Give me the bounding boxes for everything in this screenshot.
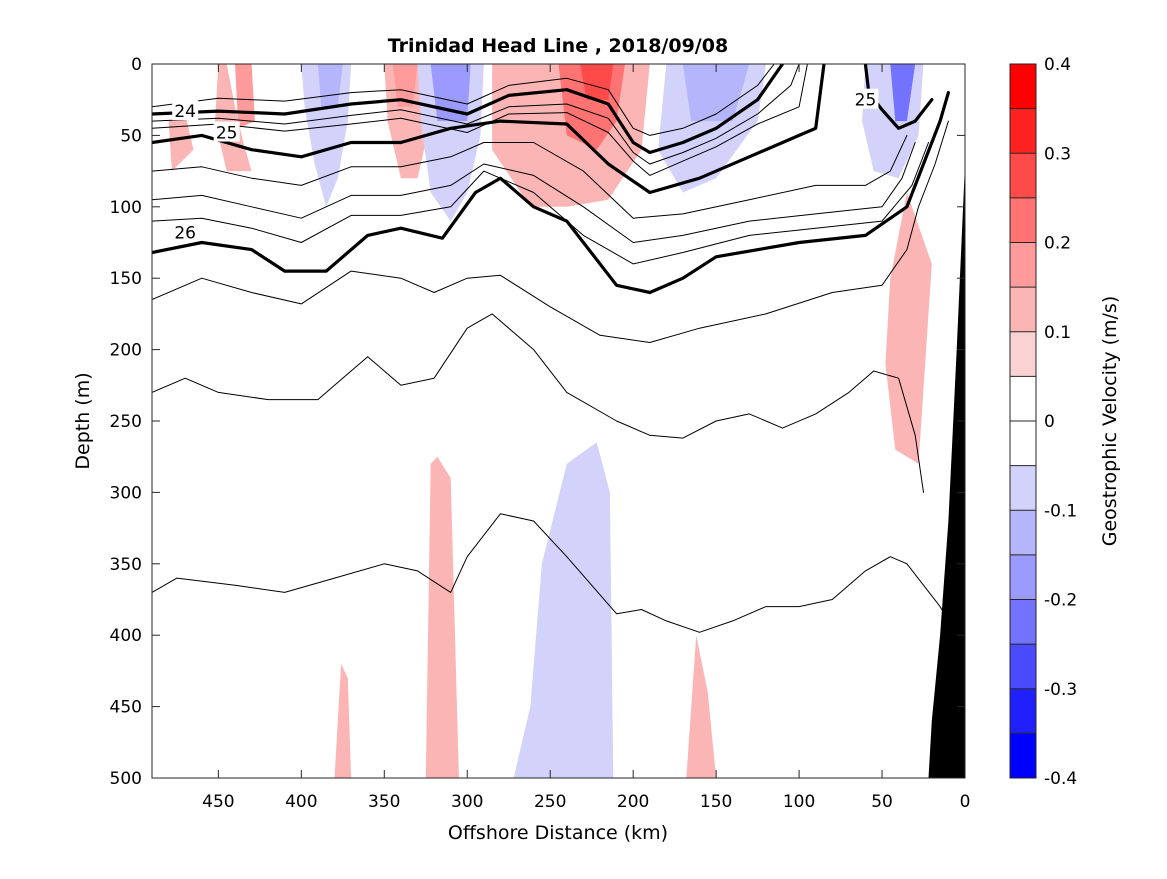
colorbar-tick-label: -0.1	[1044, 501, 1077, 521]
y-tick-label: 400	[110, 626, 142, 646]
velocity-patch-positive	[686, 635, 717, 778]
x-tick-label: 450	[202, 792, 234, 812]
x-tick-label: 200	[617, 792, 649, 812]
y-tick-label: 500	[110, 769, 142, 789]
x-tick-label: 350	[368, 792, 400, 812]
contour-label: 26	[174, 224, 196, 244]
isopycnal-line-bold	[152, 64, 826, 195]
colorbar: 0.4 0.3 0.2 0.1 0 -0.1 -0.2 -0.3 -0.4	[1009, 55, 1077, 789]
x-tick-label: 100	[783, 792, 815, 812]
colorbar-segment	[1010, 153, 1036, 198]
y-tick-label: 150	[110, 269, 142, 289]
plot-area: 24 25 25 26	[151, 63, 966, 779]
velocity-patch-positive	[392, 64, 418, 107]
colorbar-segment	[1010, 733, 1036, 778]
contour-label-background	[172, 100, 199, 121]
bathymetry	[928, 164, 965, 778]
y-axis-label: Depth (m)	[72, 372, 94, 469]
x-tick-label: 50	[871, 792, 893, 812]
y-tick-label: 250	[110, 412, 142, 432]
x-tick-label: 0	[960, 792, 971, 812]
velocity-patch-positive	[580, 64, 614, 100]
colorbar-tick-label: 0.4	[1044, 55, 1071, 75]
colorbar-tick-label: -0.2	[1044, 591, 1077, 611]
velocity-patch-positive	[168, 114, 194, 172]
x-tick-label: 400	[285, 792, 317, 812]
colorbar-label: Geostrophic Velocity (m/s)	[1099, 296, 1121, 546]
isopycnal-line-bold	[152, 91, 950, 295]
colorbar-segment	[1010, 376, 1036, 421]
velocity-patch-positive	[425, 456, 459, 778]
y-tick-label: 200	[110, 341, 142, 361]
colorbar-segment	[1010, 510, 1036, 555]
x-tick-label: 150	[700, 792, 732, 812]
colorbar-tick-label: 0.2	[1044, 234, 1071, 254]
y-tick-label: 100	[110, 198, 142, 218]
contour-label: 25	[855, 91, 877, 111]
y-tick-label: 0	[131, 55, 142, 75]
y-tick-label: 350	[110, 555, 142, 575]
colorbar-segment	[1010, 64, 1036, 109]
seafloor-shelf	[928, 164, 965, 778]
colorbar-segment	[1010, 197, 1036, 243]
isopycnal-contours: 24 25 25 26	[152, 64, 950, 633]
colorbar-segment	[1010, 242, 1036, 288]
y-tick-label: 450	[110, 698, 142, 718]
contour-label-background	[213, 121, 240, 142]
velocity-patch-negative	[890, 64, 916, 122]
velocity-patch-positive	[235, 64, 255, 129]
y-tick-label: 50	[120, 126, 142, 146]
isopycnal-line	[152, 134, 908, 219]
velocity-patch-positive	[885, 192, 932, 464]
x-tick-label: 250	[534, 792, 566, 812]
isopycnal-line-bold	[152, 64, 785, 155]
contour-label: 25	[216, 124, 238, 144]
colorbar-tick-label: -0.4	[1044, 769, 1077, 789]
x-axis-label: Offshore Distance (km)	[448, 822, 668, 844]
colorbar-tick-label: 0.1	[1044, 323, 1071, 343]
chart-title: Trinidad Head Line , 2018/09/08	[388, 35, 728, 57]
isopycnal-line	[152, 313, 924, 493]
colorbar-segment	[1010, 554, 1036, 600]
velocity-patch-positive	[334, 663, 352, 778]
isopycnal-line	[152, 64, 775, 136]
colorbar-segment	[1010, 465, 1036, 511]
colorbar-tick-label: -0.3	[1044, 680, 1077, 700]
colorbar-segment	[1010, 688, 1036, 734]
y-tick-label: 300	[110, 483, 142, 503]
contour-label: 24	[174, 102, 196, 122]
isopycnal-line	[152, 64, 808, 176]
x-tick-label: 300	[451, 792, 483, 812]
isopycnal-line-bold	[863, 64, 934, 130]
contour-label-background	[852, 88, 879, 109]
isopycnal-line	[152, 120, 949, 343]
isopycnal-line	[152, 64, 800, 165]
colorbar-segment	[1010, 331, 1036, 377]
contour-label-background	[172, 221, 199, 242]
isopycnal-line	[152, 142, 929, 265]
y-axis: 0 50 100 150 200 250 300 350 400 450 500	[110, 55, 965, 789]
colorbar-segment	[1010, 599, 1036, 645]
velocity-patch-positive	[384, 64, 431, 179]
colorbar-segment	[1010, 287, 1036, 332]
velocity-patch-negative	[682, 64, 750, 122]
x-axis: 450 400 350 300 250 200 150 100 50 0	[202, 64, 970, 812]
colorbar-frame	[1009, 63, 1037, 779]
colorbar-segment	[1010, 108, 1036, 154]
colorbar-tick-label: 0.3	[1044, 144, 1071, 164]
colorbar-tick-label: 0	[1044, 412, 1055, 432]
velocity-patch-negative	[513, 442, 614, 778]
colorbar-segment	[1010, 421, 1036, 466]
colorbar-segment	[1010, 644, 1036, 689]
isopycnal-line	[152, 142, 916, 243]
velocity-patch-positive	[215, 64, 252, 172]
isopycnal-line	[152, 513, 949, 633]
